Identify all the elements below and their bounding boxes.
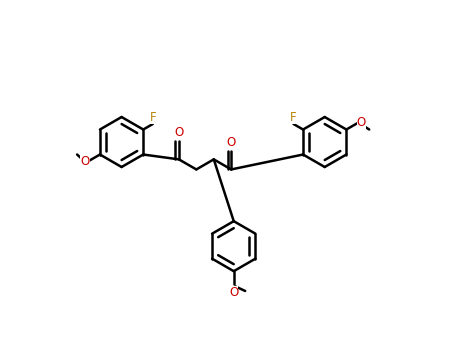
Text: O: O [229, 286, 238, 299]
Text: O: O [174, 126, 183, 139]
Text: F: F [290, 111, 296, 124]
Text: F: F [150, 111, 157, 124]
Text: O: O [357, 117, 366, 130]
Text: O: O [81, 155, 90, 168]
Text: O: O [227, 136, 236, 149]
